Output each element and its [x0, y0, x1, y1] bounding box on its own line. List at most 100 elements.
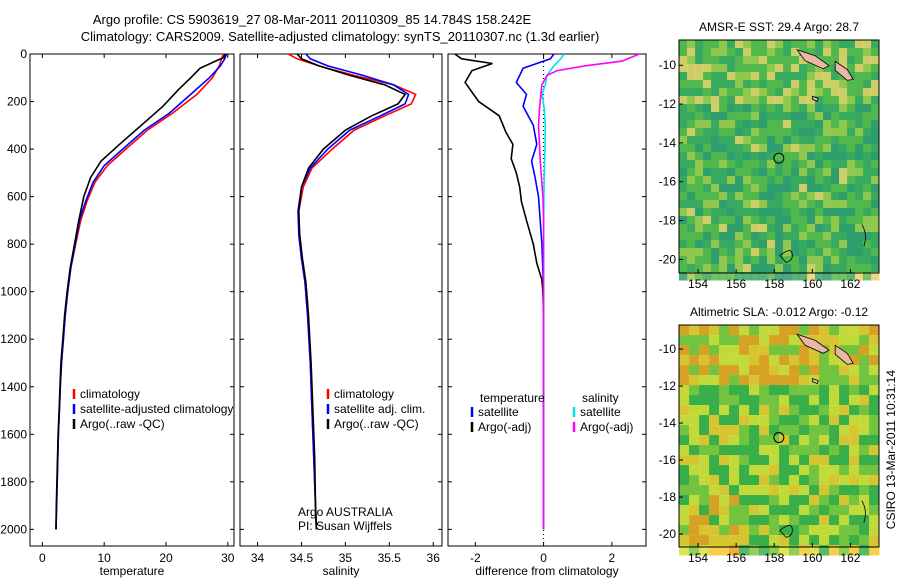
map-cell: [839, 152, 848, 161]
map-cell: [863, 144, 872, 153]
map-cell: [679, 375, 690, 386]
map-cell: [711, 64, 720, 73]
map-cell: [791, 240, 800, 249]
map-cell: [759, 224, 768, 233]
map-cell: [679, 335, 690, 346]
map-cell: [849, 375, 860, 386]
map-cell: [769, 505, 780, 516]
map-cell: [789, 525, 800, 536]
map-cell: [759, 72, 768, 81]
map-cell: [847, 200, 856, 209]
map-cell: [807, 224, 816, 233]
map-cell: [689, 495, 700, 506]
map-cell: [711, 192, 720, 201]
map-cell: [759, 515, 770, 526]
map-cell: [807, 216, 816, 225]
map-cell: [823, 272, 832, 281]
map-cell: [729, 475, 740, 486]
map-cell: [823, 56, 832, 65]
map-cell: [847, 152, 856, 161]
map-cell: [749, 535, 760, 546]
map-cell: [783, 160, 792, 169]
map-cell: [727, 152, 736, 161]
map-cell: [759, 465, 770, 476]
map-cell: [759, 104, 768, 113]
map-cell: [799, 144, 808, 153]
map-cell: [789, 515, 800, 526]
map-cell: [751, 160, 760, 169]
map-cell: [855, 248, 864, 257]
map-cell: [711, 240, 720, 249]
map-cell: [779, 475, 790, 486]
map-cell: [831, 208, 840, 217]
map-cell: [789, 405, 800, 416]
map-cell: [759, 365, 770, 376]
map-cell: [709, 525, 720, 536]
map-cell: [847, 160, 856, 169]
map-cell: [751, 128, 760, 137]
map-cell: [687, 256, 696, 265]
map-cell: [735, 160, 744, 169]
map-cell: [823, 232, 832, 241]
map-cell: [823, 216, 832, 225]
map-cell: [847, 216, 856, 225]
map-cell: [863, 232, 872, 241]
map-cell: [719, 545, 730, 556]
map-cell: [699, 455, 710, 466]
map-cell: [695, 232, 704, 241]
map-cell: [729, 365, 740, 376]
map-cell: [703, 176, 712, 185]
map-cell: [759, 208, 768, 217]
map-cell: [743, 248, 752, 257]
map-cell: [679, 152, 688, 161]
map-cell: [695, 128, 704, 137]
map-cell: [789, 395, 800, 406]
map-cell: [709, 385, 720, 396]
map-cell: [759, 335, 770, 346]
map-cell: [689, 475, 700, 486]
map-cell: [869, 395, 880, 406]
map-cell: [855, 176, 864, 185]
map-cell: [855, 120, 864, 129]
map-cell: [749, 545, 760, 556]
map-cell: [783, 80, 792, 89]
map-cell: [807, 80, 816, 89]
map-cell: [767, 240, 776, 249]
map-cell: [815, 176, 824, 185]
map-cell: [819, 525, 830, 536]
map-cell: [869, 545, 880, 556]
map-cell: [775, 272, 784, 281]
map-cell: [703, 80, 712, 89]
map-cell: [719, 120, 728, 129]
map-cell: [809, 525, 820, 536]
map-cell: [839, 240, 848, 249]
map-cell: [869, 375, 880, 386]
map-cell: [727, 136, 736, 145]
map-cell: [703, 216, 712, 225]
map-cell: [743, 184, 752, 193]
map-cell: [807, 200, 816, 209]
map-cell: [839, 128, 848, 137]
map-cell: [735, 256, 744, 265]
map-cell: [687, 264, 696, 273]
map-cell: [767, 88, 776, 97]
map-cell: [815, 200, 824, 209]
map-cell: [809, 435, 820, 446]
map-cell: [769, 485, 780, 496]
x-tick-label: 30: [221, 551, 235, 565]
map-cell: [831, 200, 840, 209]
map-cell: [791, 152, 800, 161]
map-cell: [855, 200, 864, 209]
map-cell: [789, 445, 800, 456]
map-cell: [735, 152, 744, 161]
map-cell: [789, 325, 800, 336]
series-line-argo-adj-: [537, 53, 640, 530]
map-cell: [819, 355, 830, 366]
map-cell: [809, 345, 820, 356]
map-cell: [871, 96, 880, 105]
map-cell: [719, 56, 728, 65]
map-cell: [679, 415, 690, 426]
legend-label: climatology: [80, 387, 140, 401]
legend-label: Argo(..raw -QC): [80, 417, 165, 431]
map-cell: [829, 495, 840, 506]
